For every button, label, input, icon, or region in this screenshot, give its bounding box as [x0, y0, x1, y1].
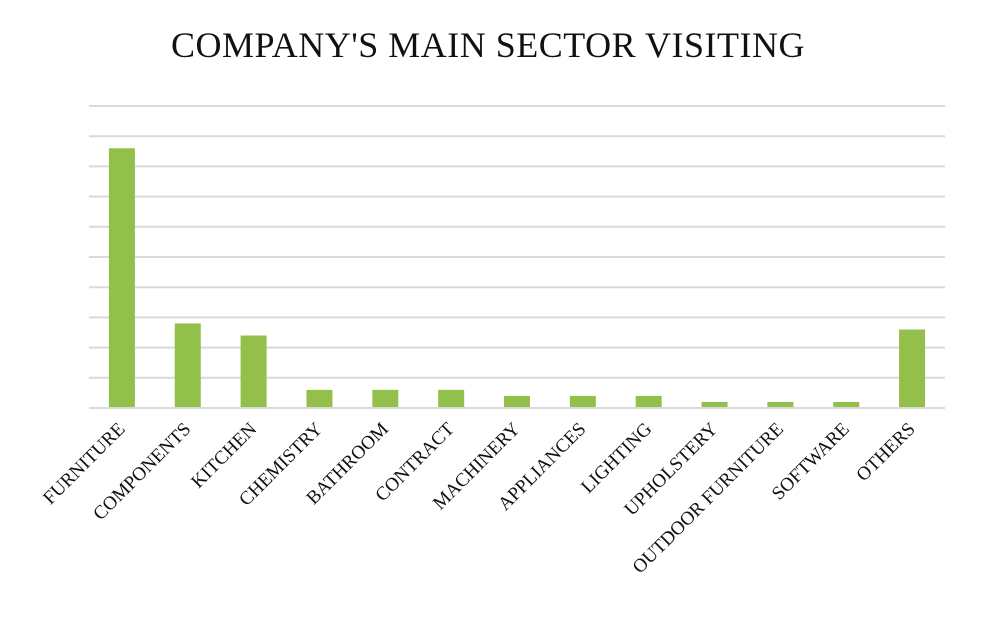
chart-title: COMPANY'S MAIN SECTOR VISITING — [171, 25, 805, 65]
bar-bathroom — [372, 389, 399, 408]
bars — [108, 148, 926, 408]
bar-kitchen — [240, 335, 267, 408]
bar-others — [899, 329, 926, 408]
bar-components — [174, 323, 201, 408]
bar-appliances — [569, 395, 596, 408]
x-tick-labels: FURNITURECOMPONENTSKITCHENCHEMISTRYBATHR… — [39, 418, 919, 578]
bar-upholstery — [701, 401, 728, 408]
bar-software — [833, 401, 860, 408]
x-tick-label: OTHERS — [853, 419, 920, 486]
gridlines — [89, 105, 945, 379]
bar-chemistry — [306, 389, 333, 408]
bar-contract — [438, 389, 465, 408]
bar-machinery — [504, 395, 530, 408]
bar-outdoor-furniture — [767, 401, 794, 408]
bar-lighting — [635, 395, 662, 408]
bar-furniture — [108, 148, 135, 408]
